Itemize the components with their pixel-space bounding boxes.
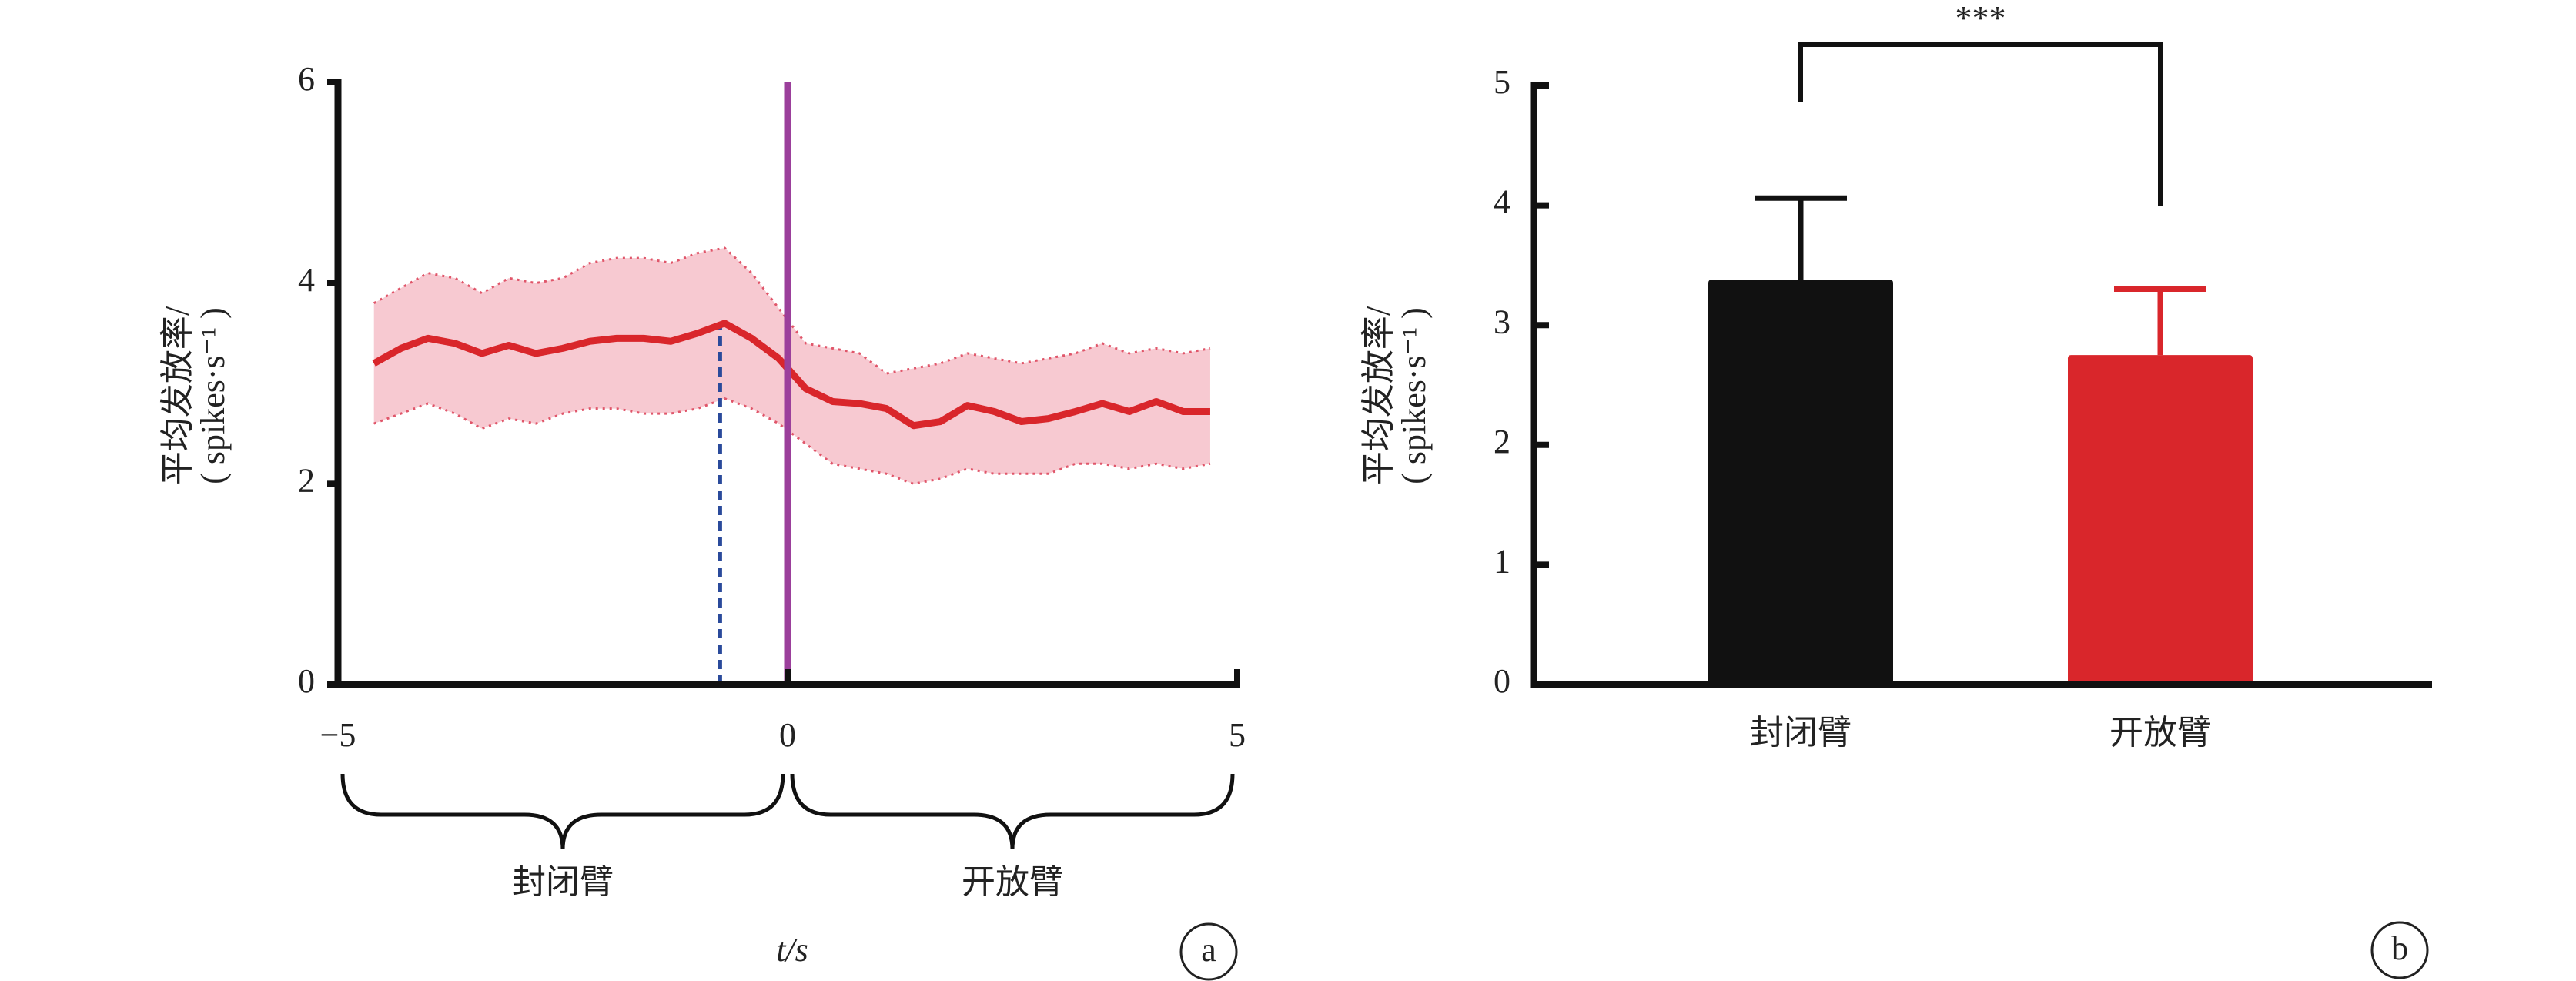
- x-axis-label: t/s: [776, 931, 808, 969]
- y-tick-label: 5: [1494, 63, 1510, 101]
- region-label: 开放臂: [962, 863, 1063, 901]
- panel-circle: [2370, 921, 2429, 979]
- y-axis-label: ( spikes·s⁻¹ ): [194, 307, 232, 484]
- y-tick-label: 3: [1494, 303, 1510, 340]
- panel-label: b: [2391, 929, 2408, 967]
- y-tick-label: 6: [298, 60, 315, 98]
- y-axis-label: 平均发放率/: [159, 306, 196, 485]
- band-edge: [373, 397, 1211, 485]
- panel-label: a: [1201, 931, 1216, 969]
- x-tick-label: 0: [779, 716, 796, 754]
- bar: [2068, 355, 2253, 685]
- significance-label: ***: [1955, 0, 2006, 37]
- brace: [790, 773, 1235, 850]
- y-tick-label: 4: [298, 261, 315, 299]
- region-label: 封闭臂: [512, 863, 614, 901]
- y-tick-label: 4: [1494, 183, 1510, 221]
- brace: [340, 773, 785, 850]
- x-tick-label: 开放臂: [2109, 714, 2211, 752]
- y-tick-label: 2: [298, 461, 315, 499]
- y-axis-label: ( spikes·s⁻¹ ): [1395, 307, 1433, 484]
- bar: [1708, 280, 1893, 685]
- confidence-band: [373, 248, 1210, 484]
- y-tick-label: 0: [298, 662, 315, 700]
- x-tick-label: −5: [320, 716, 356, 754]
- x-tick-label: 5: [1229, 716, 1246, 754]
- y-tick-label: 2: [1494, 423, 1510, 460]
- significance-bracket: [1798, 42, 2163, 206]
- mean-line: [372, 320, 1210, 430]
- y-tick-label: 1: [1494, 542, 1510, 580]
- band-edge: [373, 246, 1211, 375]
- x-tick-label: 封闭臂: [1750, 714, 1852, 752]
- panel-circle: [1179, 922, 1238, 981]
- y-tick-label: 0: [1494, 662, 1510, 700]
- y-axis-label: 平均发放率/: [1360, 306, 1397, 485]
